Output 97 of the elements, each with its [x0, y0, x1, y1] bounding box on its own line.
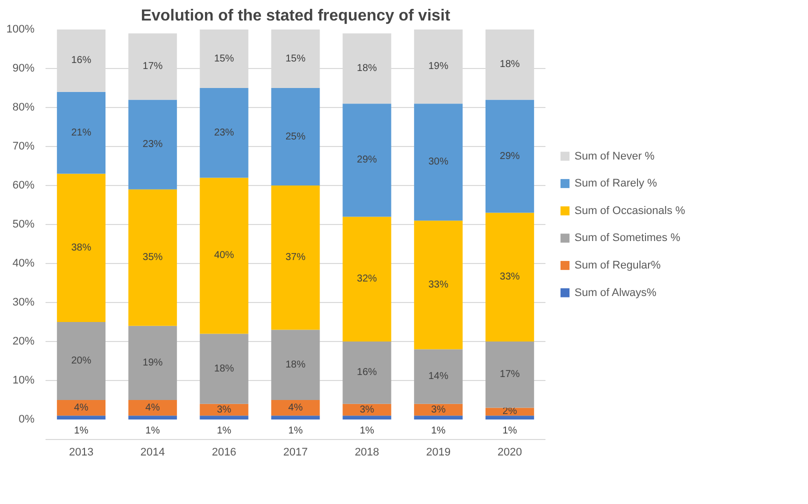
data-label: 19% — [142, 357, 163, 368]
bar — [128, 326, 177, 400]
bar — [414, 220, 463, 350]
bar — [128, 189, 177, 326]
data-label: 16% — [71, 55, 92, 66]
bar — [271, 330, 320, 400]
x-tick-label: 2018 — [354, 446, 380, 458]
data-label: 40% — [214, 250, 234, 262]
x-tick-label: 2016 — [212, 446, 236, 458]
data-label: 25% — [285, 131, 306, 142]
data-label: 30% — [428, 156, 448, 168]
y-tick-label: 10% — [12, 374, 35, 386]
bar — [128, 100, 177, 190]
y-tick-label: 30% — [12, 296, 35, 308]
y-tick-label: 80% — [12, 102, 35, 114]
bar — [200, 334, 248, 404]
bar — [342, 416, 392, 420]
bar — [342, 104, 392, 217]
data-label: 29% — [500, 150, 520, 162]
bar — [200, 416, 248, 420]
data-label: 17% — [500, 369, 520, 380]
bar — [486, 100, 534, 213]
y-tick-label: 60% — [12, 180, 35, 192]
bar — [128, 416, 177, 420]
bar — [486, 416, 534, 420]
x-tick-label: 2014 — [140, 446, 165, 458]
legend-label: Sum of Always% — [574, 286, 657, 299]
y-tick-label: 0% — [18, 414, 35, 426]
bar — [56, 322, 106, 400]
data-label: 1% — [502, 426, 518, 436]
bar — [56, 92, 106, 174]
bar — [56, 174, 106, 322]
data-label: 37% — [285, 252, 306, 264]
bar — [200, 88, 248, 178]
bar — [414, 104, 463, 221]
data-label: 17% — [142, 61, 163, 72]
x-tick-label: 2020 — [498, 446, 522, 458]
data-label: 1% — [360, 426, 374, 436]
data-label: 18% — [356, 63, 378, 74]
data-label: 33% — [428, 279, 448, 290]
data-label: 15% — [285, 53, 306, 64]
data-label: 15% — [214, 53, 234, 64]
bar — [56, 400, 106, 416]
y-tick-label: 20% — [12, 336, 35, 348]
data-label: 19% — [428, 61, 448, 72]
bar — [200, 178, 248, 334]
bar — [271, 416, 320, 420]
data-label: 3% — [431, 404, 446, 416]
legend-label: Sum of Regular% — [574, 259, 661, 272]
bar — [56, 416, 106, 420]
bar — [414, 349, 463, 404]
data-label: 3% — [360, 404, 374, 416]
data-label: 1% — [431, 426, 446, 436]
legend-label: Sum of Never % — [574, 150, 655, 162]
data-label: 4% — [145, 402, 160, 414]
data-label: 18% — [500, 59, 520, 70]
data-label: 1% — [145, 426, 160, 436]
data-label: 18% — [285, 359, 306, 370]
y-tick-label: 40% — [12, 258, 35, 270]
bar — [271, 186, 320, 330]
bar — [271, 400, 320, 416]
bar — [342, 342, 392, 404]
legend-label: Sum of Rarely % — [574, 178, 658, 190]
bar — [342, 216, 392, 342]
data-label: 23% — [142, 139, 163, 150]
bar — [486, 212, 534, 342]
data-label: 21% — [71, 127, 92, 138]
data-label: 32% — [356, 274, 378, 285]
data-label: 23% — [214, 127, 234, 138]
y-tick-label: 70% — [12, 140, 35, 152]
data-label: 16% — [356, 367, 378, 378]
y-tick-label: 90% — [12, 62, 35, 74]
y-tick-label: 100% — [6, 24, 35, 36]
data-label: 33% — [500, 272, 520, 283]
data-label: 29% — [356, 154, 378, 166]
data-label: 1% — [216, 426, 232, 436]
data-label: 18% — [214, 363, 234, 374]
legend-label: Sum of Occasionals % — [574, 204, 686, 217]
chart-title: Evolution of the stated frequency of visit — [140, 8, 451, 24]
y-tick-label: 50% — [12, 218, 35, 230]
data-label: 35% — [142, 252, 163, 264]
data-label: 38% — [71, 242, 92, 254]
x-tick-label: 2017 — [283, 446, 308, 458]
bar — [128, 400, 177, 416]
x-tick-label: 2013 — [68, 446, 94, 458]
data-label: 14% — [428, 371, 448, 382]
data-label: 20% — [71, 356, 92, 366]
bar — [414, 416, 463, 420]
data-label: 4% — [74, 402, 89, 414]
bar — [486, 342, 534, 408]
data-label: 3% — [216, 404, 232, 416]
bar — [271, 88, 320, 186]
data-label: 1% — [288, 426, 303, 436]
x-tick-label: 2019 — [426, 446, 451, 458]
data-label: 1% — [74, 426, 89, 436]
data-label: 4% — [288, 402, 303, 414]
legend-label: Sum of Sometimes % — [574, 232, 680, 244]
